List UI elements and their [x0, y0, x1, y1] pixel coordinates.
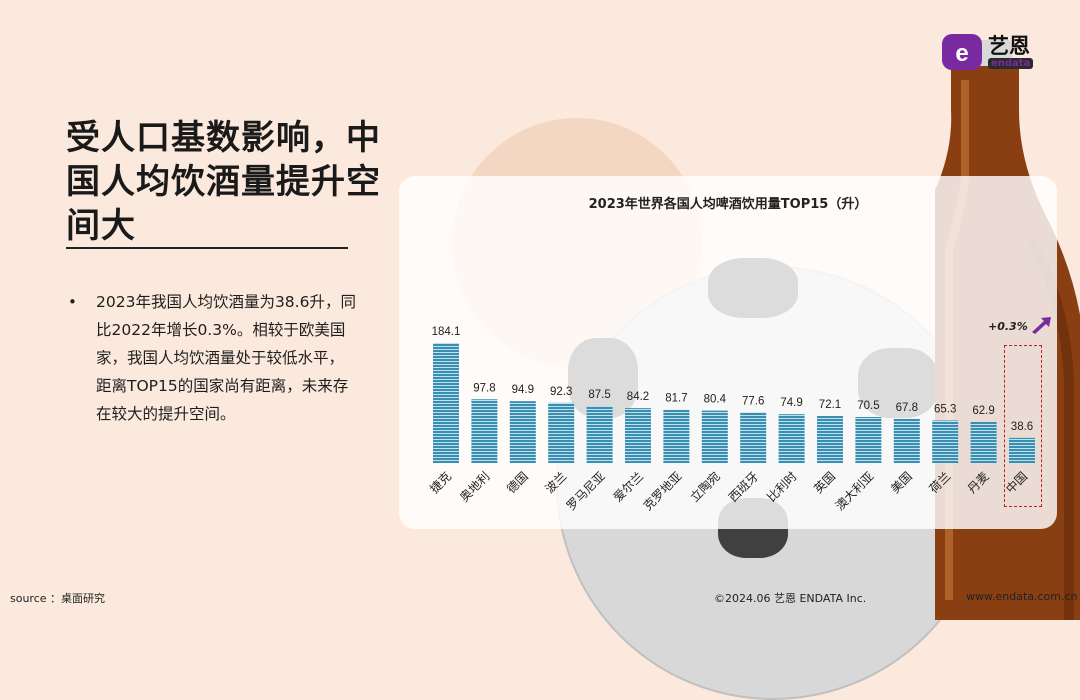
value-label: 77.6 [742, 395, 764, 407]
value-label: 184.1 [432, 326, 461, 338]
endata-logo: e [942, 34, 982, 70]
category-label: 奥地利 [457, 469, 492, 504]
body-paragraph: 2023年我国人均饮酒量为38.6升，同比2022年增长0.3%。相较于欧美国家… [96, 293, 356, 423]
bar-英国 [817, 416, 843, 463]
category-label: 比利时 [764, 469, 799, 504]
chart-panel [399, 176, 1057, 529]
logo-text-cn: 艺恩 [988, 34, 1030, 58]
value-label: 87.5 [588, 389, 610, 401]
chart-title: 2023年世界各国人均啤酒饮用量TOP15（升） [588, 197, 868, 212]
title-divider [66, 247, 348, 249]
china-highlight-box [1004, 345, 1042, 507]
svg-text:e: e [955, 40, 968, 67]
value-label: 94.9 [512, 384, 534, 396]
category-label: 英国 [811, 469, 838, 496]
bar-西班牙 [740, 412, 767, 463]
category-label: 爱尔兰 [610, 469, 646, 505]
bar-中国 [1009, 437, 1035, 463]
value-label: 72.1 [819, 399, 841, 411]
bar-美国 [893, 418, 920, 463]
category-label: 德国 [503, 469, 531, 497]
value-label: 97.8 [473, 382, 495, 394]
bar-澳大利亚 [855, 417, 882, 463]
value-label: 84.2 [627, 391, 649, 403]
category-label: 立陶宛 [687, 469, 723, 505]
bar-奥地利 [471, 399, 498, 463]
bar-波兰 [548, 402, 575, 463]
website-link[interactable]: www.endata.com.cn [966, 590, 1078, 603]
up-arrow-icon [1032, 317, 1051, 334]
bar-比利时 [778, 414, 805, 463]
category-label: 罗马尼亚 [564, 469, 608, 513]
category-label: 澳大利亚 [833, 469, 877, 513]
category-label: 西班牙 [726, 469, 761, 504]
value-label: 67.8 [896, 402, 918, 414]
source-note: source ：桌面研究 [10, 592, 106, 605]
category-label: 荷兰 [926, 469, 953, 496]
value-label: 38.6 [1011, 421, 1033, 433]
bar-荷兰 [932, 420, 959, 463]
page-title: 受人口基数影响，中国人均饮酒量提升空间大 [66, 118, 381, 246]
value-label: 65.3 [934, 403, 956, 415]
logo-text-en: endata [988, 58, 1034, 69]
value-label: 80.4 [704, 394, 727, 406]
bar-丹麦 [970, 422, 997, 463]
value-label: 81.7 [665, 393, 687, 405]
value-label: 92.3 [550, 386, 572, 398]
copyright-text: ©2024.06 艺恩 ENDATA Inc. [714, 592, 867, 605]
bar-爱尔兰 [625, 408, 651, 463]
bar-捷克 [433, 343, 459, 463]
bar-chart: 184.1 捷克 97.8 奥地利 94.9 德国 92.3 波兰 87.5 罗马尼亚 84.2 爱尔… [427, 326, 1035, 513]
category-label: 波兰 [542, 469, 569, 496]
category-label: 捷克 [427, 469, 454, 496]
value-label: 74.9 [780, 397, 802, 409]
value-label: 62.9 [972, 405, 994, 417]
category-label: 丹麦 [965, 469, 992, 496]
growth-annotation: +0.3% [988, 320, 1028, 333]
value-label: 70.5 [857, 400, 879, 412]
bar-德国 [509, 401, 536, 463]
category-label: 美国 [888, 469, 915, 496]
bar-立陶宛 [701, 410, 728, 463]
bar-克罗地亚 [663, 409, 690, 463]
bar-罗马尼亚 [586, 405, 613, 463]
bullet-icon: • [68, 293, 77, 311]
category-label: 克罗地亚 [641, 469, 685, 513]
